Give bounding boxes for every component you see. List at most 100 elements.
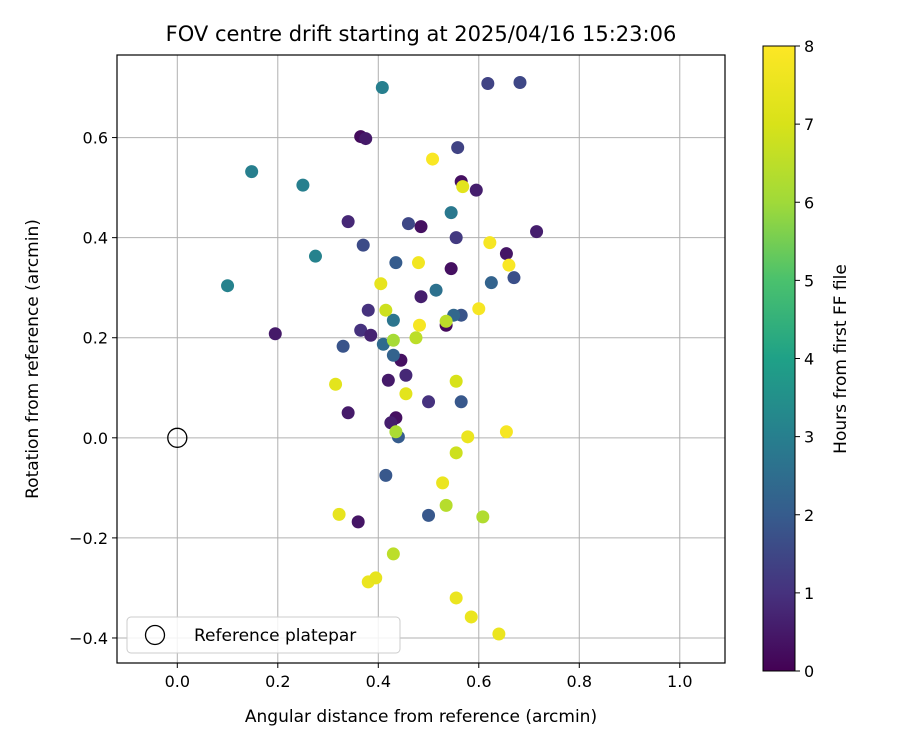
data-point [379, 303, 393, 317]
data-point [376, 337, 390, 351]
y-tick-label: −0.2 [69, 529, 108, 548]
colorbar-tick-label: 1 [804, 584, 814, 603]
data-point [439, 314, 453, 328]
data-point [399, 368, 413, 382]
y-tick-label: 0.6 [83, 129, 108, 148]
data-point [409, 331, 423, 345]
y-tick-label: 0.0 [83, 429, 108, 448]
data-point [483, 236, 497, 250]
data-point [444, 206, 458, 220]
data-point [268, 327, 282, 341]
data-point [379, 468, 393, 482]
data-point [454, 395, 468, 409]
data-point [336, 339, 350, 353]
reference-marker-group [167, 427, 188, 448]
plot-frame [116, 54, 726, 664]
colorbar-label: Hours from first FF file [831, 264, 851, 454]
colorbar-ticks: 0 1 2 3 4 5 6 7 8 [795, 37, 814, 681]
colorbar-tick-label: 5 [804, 271, 814, 290]
grid-lines [117, 55, 725, 663]
colorbar-tick-label: 7 [804, 115, 814, 134]
data-point [476, 510, 490, 524]
x-axis-ticks: 0.0 0.2 0.4 0.6 0.8 1.0 [165, 663, 693, 691]
data-point [484, 276, 498, 290]
x-tick-label: 0.2 [265, 672, 290, 691]
x-axis-label: Angular distance from reference (arcmin) [245, 707, 597, 727]
data-point [361, 303, 375, 317]
data-point [461, 430, 475, 444]
data-point [389, 256, 403, 270]
data-points [221, 76, 544, 641]
data-point [507, 271, 521, 285]
data-point [364, 328, 378, 342]
data-point [296, 178, 310, 192]
data-point [439, 498, 453, 512]
data-point [341, 406, 355, 420]
data-point [386, 348, 400, 362]
data-point [381, 373, 395, 387]
colorbar-gradient [762, 45, 796, 672]
colorbar-tick-label: 8 [804, 37, 814, 56]
data-point [422, 395, 436, 409]
data-point [386, 333, 400, 347]
data-point [449, 446, 463, 460]
data-point [308, 249, 322, 263]
legend: Reference platepar [126, 616, 401, 654]
data-point [469, 183, 483, 197]
data-point [399, 387, 413, 401]
data-point [449, 231, 463, 245]
data-point [221, 279, 235, 293]
data-point [464, 610, 478, 624]
colorbar: 0 1 2 3 4 5 6 7 8 Hours from first FF file [762, 37, 851, 681]
y-tick-label: −0.4 [69, 629, 108, 648]
data-point [429, 283, 443, 297]
reference-platepar-marker [167, 427, 188, 448]
data-point [530, 225, 544, 239]
data-point [389, 425, 403, 439]
data-point [351, 515, 365, 529]
data-point [502, 258, 516, 272]
data-point [412, 318, 426, 332]
data-point [386, 547, 400, 561]
data-point [414, 290, 428, 304]
y-tick-label: 0.2 [83, 329, 108, 348]
data-point [472, 302, 486, 316]
legend-label: Reference platepar [194, 626, 356, 646]
data-point [513, 76, 527, 90]
chart-title: FOV centre drift starting at 2025/04/16 … [166, 22, 677, 46]
data-point [245, 165, 259, 179]
data-point [401, 217, 415, 231]
x-tick-label: 0.4 [366, 672, 391, 691]
colorbar-tick-label: 4 [804, 350, 814, 369]
x-tick-label: 0.0 [165, 672, 190, 691]
colorbar-tick-label: 3 [804, 428, 814, 447]
data-point [456, 180, 470, 194]
data-point [332, 507, 346, 521]
x-tick-label: 0.6 [466, 672, 491, 691]
y-tick-label: 0.4 [83, 229, 108, 248]
colorbar-tick-label: 2 [804, 506, 814, 525]
data-point [449, 591, 463, 605]
x-tick-label: 1.0 [667, 672, 692, 691]
data-point [375, 81, 389, 95]
colorbar-tick-label: 0 [804, 662, 814, 681]
data-point [481, 77, 495, 91]
colorbar-tick-label: 6 [804, 193, 814, 212]
data-point [411, 256, 425, 270]
data-point [499, 247, 513, 261]
data-point [329, 377, 343, 391]
data-point [369, 571, 383, 585]
data-point [414, 220, 428, 234]
legend-circle-icon [144, 624, 166, 646]
data-point [449, 374, 463, 388]
x-tick-label: 0.8 [567, 672, 592, 691]
y-axis-ticks: −0.4 −0.2 0.0 0.2 0.4 0.6 [69, 129, 117, 648]
data-point [426, 152, 440, 166]
legend-box [126, 616, 401, 654]
data-point [436, 476, 450, 490]
data-point [341, 215, 355, 229]
data-point [386, 313, 400, 327]
data-point [451, 141, 465, 155]
data-point [492, 627, 506, 641]
